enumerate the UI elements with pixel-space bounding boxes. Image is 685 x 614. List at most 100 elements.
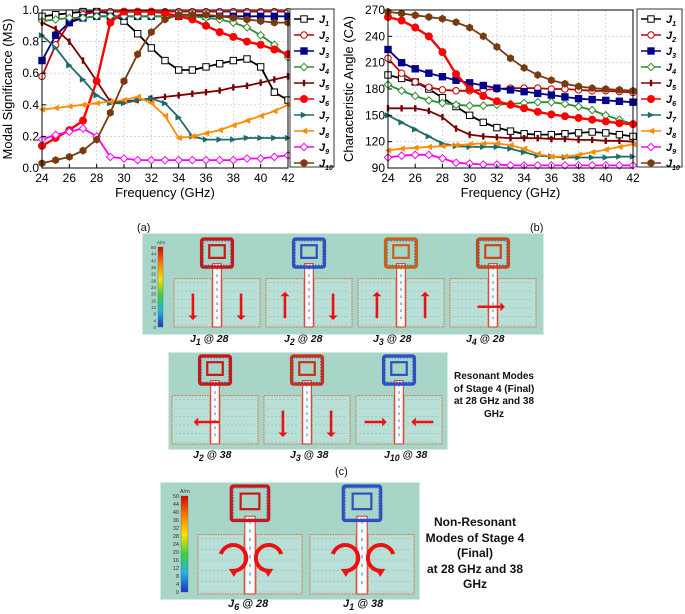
point (189, 133, 196, 140)
colorbar-tick: 36 (151, 265, 157, 270)
current-arrow (326, 410, 336, 438)
point (452, 70, 461, 79)
point (397, 58, 406, 67)
x-tick-label: 30 (463, 171, 477, 185)
point (93, 100, 100, 107)
current-arrow (372, 291, 382, 319)
caption-j3-38: J3 @ 38 (290, 449, 329, 464)
series-J6 (38, 7, 292, 150)
legend-marker (647, 159, 655, 167)
colorbar-gradient (157, 246, 164, 328)
arrow-head (188, 315, 198, 321)
arrow-head (328, 315, 338, 321)
legend-label: J3 (319, 46, 329, 60)
point (202, 10, 210, 19)
point (243, 55, 251, 63)
legend-entry-J1: J1 (294, 14, 329, 28)
point (242, 154, 252, 163)
point (493, 42, 501, 51)
antenna-j3-28 (357, 237, 445, 328)
arrow-head (236, 315, 246, 321)
point (438, 153, 447, 163)
point (257, 17, 265, 26)
x-tick-label: 40 (254, 171, 268, 185)
point (439, 140, 446, 147)
point (425, 133, 433, 140)
x-tick-label: 38 (572, 171, 586, 185)
colorbar-tick: 50 (173, 494, 179, 500)
curved-arrow-shaft (365, 543, 396, 573)
point (273, 76, 276, 83)
point (411, 11, 419, 20)
point (410, 150, 420, 160)
point (216, 126, 223, 134)
point (588, 84, 596, 93)
chart-modal-significance: 24 26 28 30 32 34 36 38 40 42 0.0 0.2 0.4 0.6 0.8 1.0 Fr… (0, 3, 335, 200)
point (65, 152, 73, 161)
radiator-current (295, 240, 323, 266)
legend-entry-J2: J2 (294, 30, 329, 44)
colorbar-tick: 28 (151, 278, 157, 283)
colorbar-tick: 8 (176, 574, 179, 580)
point (493, 140, 501, 147)
point (452, 141, 460, 149)
legend-entry-J3: J3 (641, 46, 676, 60)
point (479, 32, 487, 41)
point (411, 23, 420, 32)
point (191, 90, 194, 97)
point (188, 10, 196, 19)
point (533, 107, 542, 116)
point (243, 37, 251, 46)
point (202, 63, 210, 71)
point (563, 135, 567, 143)
colorbar-tick: 0 (153, 325, 156, 330)
curved-current-arrow (218, 543, 249, 577)
point (400, 105, 403, 112)
point (120, 77, 128, 86)
caption-j2-28: J2 @ 28 (284, 333, 323, 348)
point (269, 152, 279, 162)
point (574, 113, 583, 122)
point (187, 155, 197, 165)
colorbar-tick: 32 (151, 272, 157, 277)
point (601, 117, 610, 126)
point (424, 32, 433, 41)
point (270, 45, 279, 54)
radiator-inner (484, 244, 502, 259)
point (256, 40, 265, 49)
radiator-outer (197, 354, 233, 386)
antenna-j10-38 (355, 354, 443, 445)
legend-marker (300, 95, 308, 103)
colorbar-tick: 32 (173, 526, 179, 532)
point (588, 154, 596, 161)
point (478, 160, 488, 169)
point (161, 56, 169, 65)
point (614, 160, 624, 170)
point (64, 13, 74, 23)
point (546, 97, 556, 107)
point (78, 13, 88, 23)
point (202, 130, 210, 137)
legend-label: J5 (666, 78, 676, 92)
point (256, 154, 266, 163)
point (439, 14, 446, 23)
point (520, 87, 528, 96)
current-row-1 (173, 237, 537, 328)
point (54, 25, 57, 33)
legend-label: J8 (666, 126, 676, 140)
x-tick-label: 32 (490, 171, 504, 185)
point (79, 101, 87, 108)
current-arrow (188, 293, 198, 321)
point (174, 66, 183, 74)
point (64, 127, 74, 137)
point (533, 160, 543, 170)
point (411, 65, 419, 73)
point (495, 134, 499, 141)
point (507, 145, 514, 152)
point (587, 105, 597, 115)
point (615, 97, 624, 105)
x-tick-label: 36 (545, 171, 559, 185)
label-b: (b) (530, 222, 544, 234)
legend-entry-J8: J8 (641, 126, 676, 140)
ground-patch (219, 395, 259, 445)
